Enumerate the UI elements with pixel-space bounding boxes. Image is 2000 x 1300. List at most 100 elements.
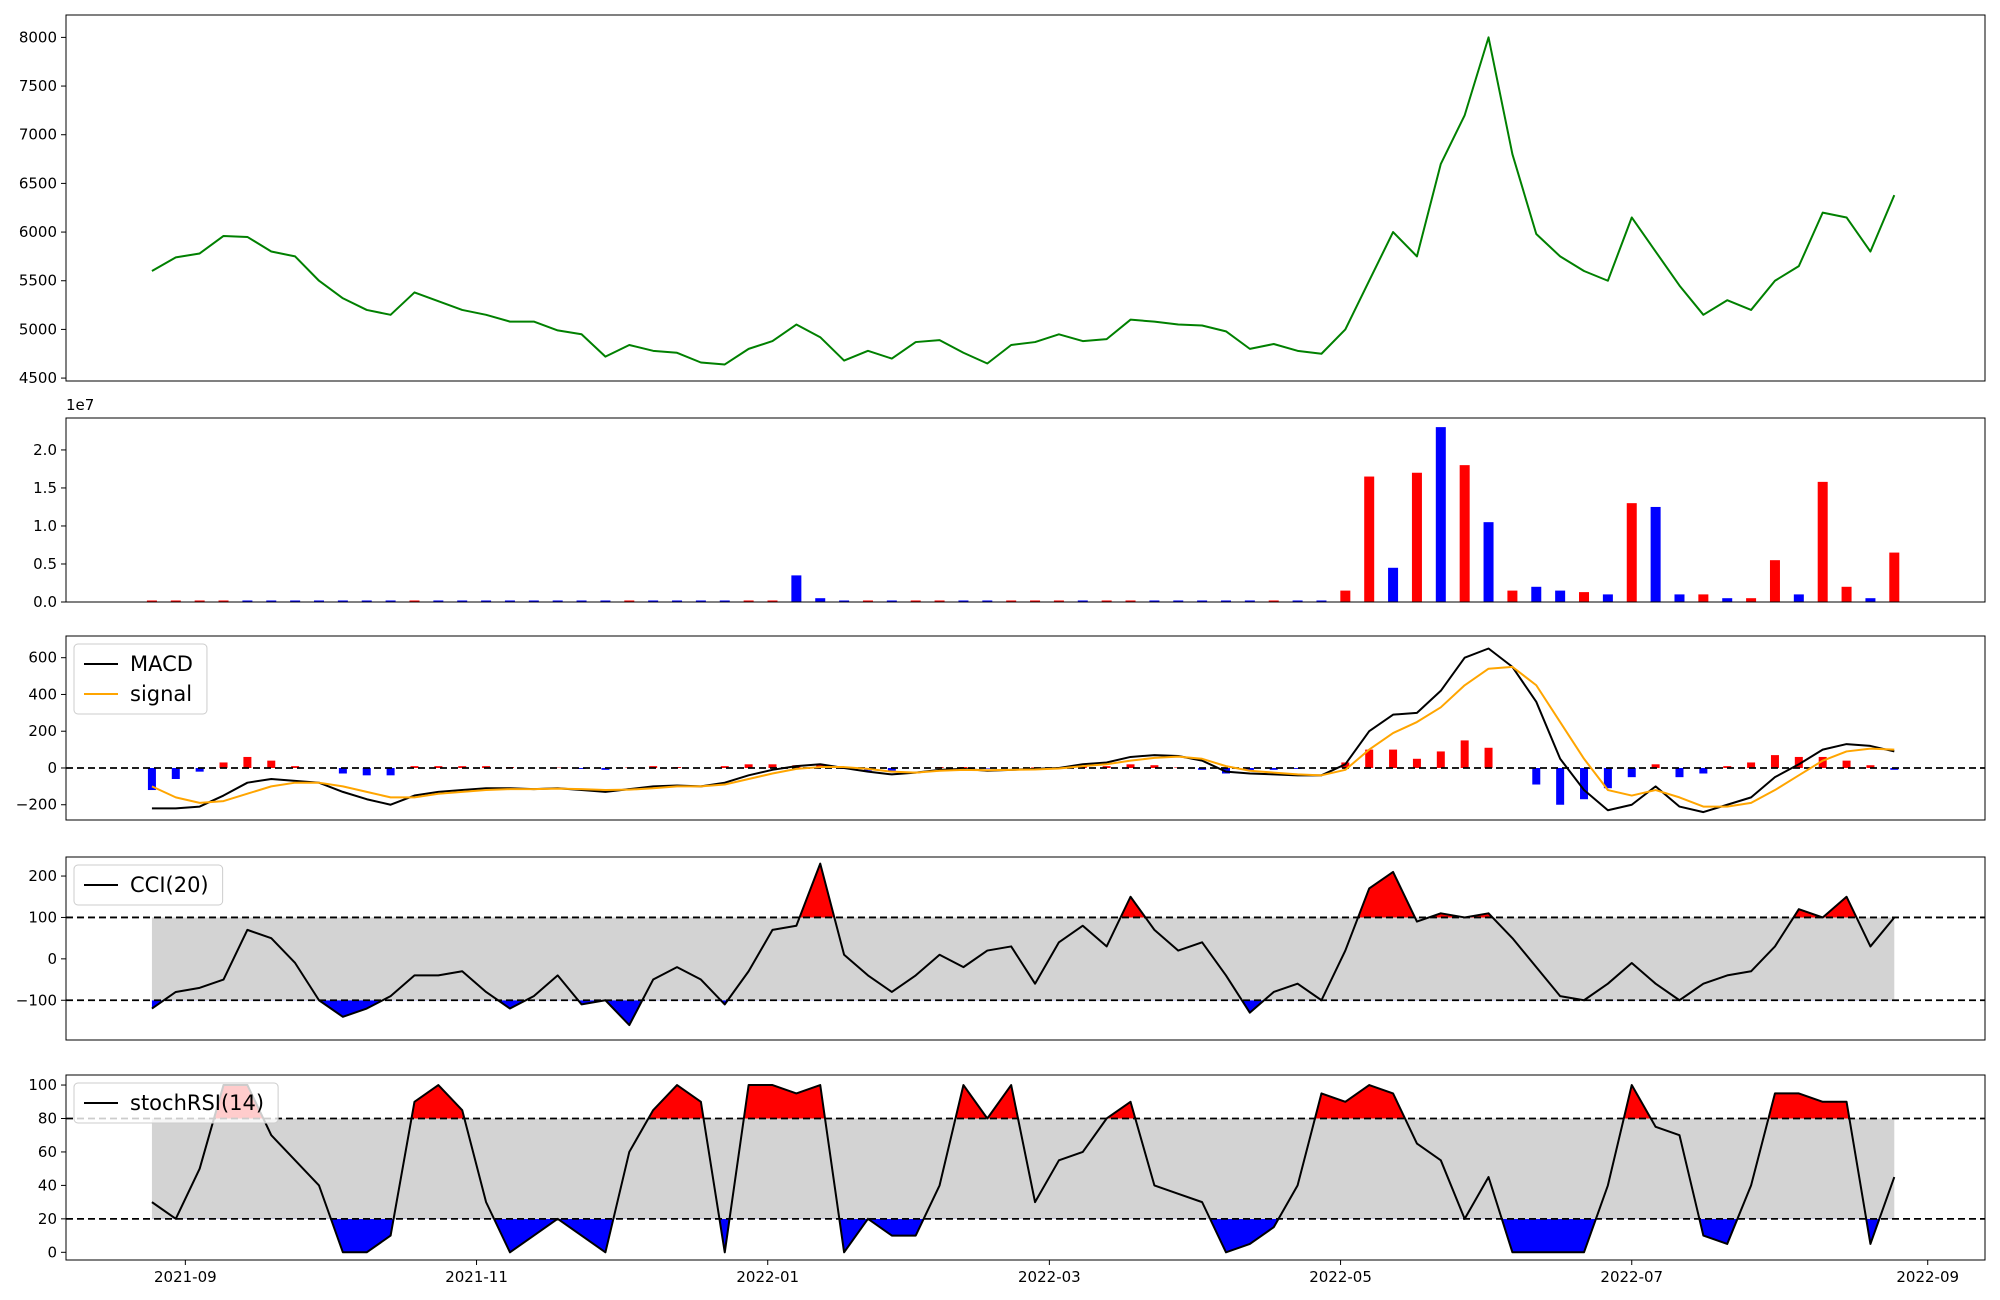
y-tick-label: 600: [28, 649, 57, 667]
histogram-bar: [386, 767, 395, 776]
y-tick-label: 80: [38, 1109, 57, 1127]
histogram-bar: [1150, 765, 1159, 768]
bar: [481, 600, 492, 602]
histogram-bar: [768, 764, 777, 768]
bar: [1364, 476, 1375, 602]
bar: [862, 600, 873, 602]
bar: [767, 600, 778, 602]
bar: [433, 600, 444, 602]
histogram-bar: [1747, 762, 1756, 768]
histogram-bar: [601, 767, 610, 770]
bar: [1698, 594, 1709, 602]
bar: [170, 600, 181, 602]
histogram-bar: [1699, 767, 1708, 774]
bar: [266, 600, 277, 602]
histogram-bar: [1580, 767, 1589, 800]
y-tick-label: 5500: [19, 272, 57, 290]
x-tick-label: 2021-09: [154, 1268, 217, 1286]
bar: [886, 600, 897, 602]
bar: [791, 575, 802, 602]
bar: [194, 600, 205, 602]
series-line: [151, 862, 1896, 1027]
histogram-bar: [649, 766, 658, 768]
y-tick-label: 200: [28, 867, 57, 885]
histogram-bar: [1556, 767, 1565, 805]
x-tick-label: 2022-07: [1600, 1268, 1663, 1286]
bar: [1650, 506, 1661, 602]
bar: [1579, 592, 1590, 602]
bar: [1889, 552, 1900, 602]
bar: [1602, 594, 1613, 602]
bar: [1459, 465, 1470, 602]
plot-frame: [65, 635, 1986, 821]
y-tick-label: 60: [38, 1143, 57, 1161]
legend: stochRSI(14): [73, 1082, 279, 1124]
histogram-bar: [1723, 766, 1732, 768]
legend: MACD signal: [73, 643, 208, 715]
histogram-bar: [434, 766, 443, 768]
y-tick-label: 1.5: [33, 479, 57, 497]
bar: [1626, 503, 1637, 602]
histogram-bar: [1627, 767, 1636, 778]
bar: [624, 600, 635, 602]
bar: [839, 600, 850, 602]
series-line: [151, 1084, 1896, 1254]
bar: [1006, 600, 1017, 602]
y-tick-label: 1.0: [33, 517, 57, 535]
bar: [695, 600, 706, 602]
bar: [576, 600, 587, 602]
bar: [528, 600, 539, 602]
bar: [314, 600, 325, 602]
y-tick-label: 0: [47, 1243, 57, 1261]
bar: [600, 600, 611, 602]
bar: [1746, 598, 1757, 602]
histogram-bar: [338, 767, 347, 774]
bar: [361, 600, 372, 602]
histogram-bar: [1198, 767, 1207, 770]
series-line: [151, 36, 1896, 366]
x-tick-label: 2021-11: [445, 1268, 508, 1286]
bar: [1220, 600, 1231, 602]
bar: [958, 600, 969, 602]
panel: 0.0 0.5 1.0 1.5 2.0 1e7: [33, 396, 1986, 611]
bar: [934, 600, 945, 602]
histogram-bar: [1245, 767, 1254, 771]
histogram-bar: [744, 764, 753, 768]
y-tick-label: 400: [28, 685, 57, 703]
histogram-bar: [1102, 766, 1111, 768]
legend-box: [73, 864, 224, 906]
histogram-bar: [887, 767, 896, 771]
plot-frame: [65, 14, 1986, 382]
histogram-bar: [1484, 747, 1493, 768]
y-tick-label: 6500: [19, 174, 57, 192]
bar: [719, 600, 730, 602]
y-tick-label: 20: [38, 1210, 57, 1228]
bar: [1817, 481, 1828, 602]
y-tick-label: 8000: [19, 28, 57, 46]
y-tick-label: −200: [16, 796, 57, 814]
histogram-bar: [458, 766, 467, 768]
bar: [815, 598, 826, 602]
y-tick-label: −100: [16, 991, 57, 1009]
histogram-bar: [267, 760, 276, 768]
bar: [1125, 600, 1136, 602]
series-line: [151, 647, 1895, 814]
histogram-bar: [147, 767, 156, 791]
bar: [409, 600, 420, 602]
x-tick-label: 2022-05: [1309, 1268, 1372, 1286]
bar: [1030, 600, 1041, 602]
bar: [146, 600, 157, 602]
bar: [1149, 600, 1160, 602]
bar: [648, 600, 659, 602]
neutral-band: [151, 917, 1895, 1001]
histogram-bar: [1675, 767, 1684, 778]
bar: [1388, 567, 1399, 602]
y-tick-label: 7000: [19, 126, 57, 144]
bar: [1077, 600, 1088, 602]
panel: −100 0 100 200 CCI(20): [16, 856, 1986, 1041]
oversold-fill: [330, 1218, 1880, 1253]
bar: [1101, 600, 1112, 602]
histogram-bar: [1412, 758, 1421, 768]
histogram-bar: [219, 762, 228, 768]
